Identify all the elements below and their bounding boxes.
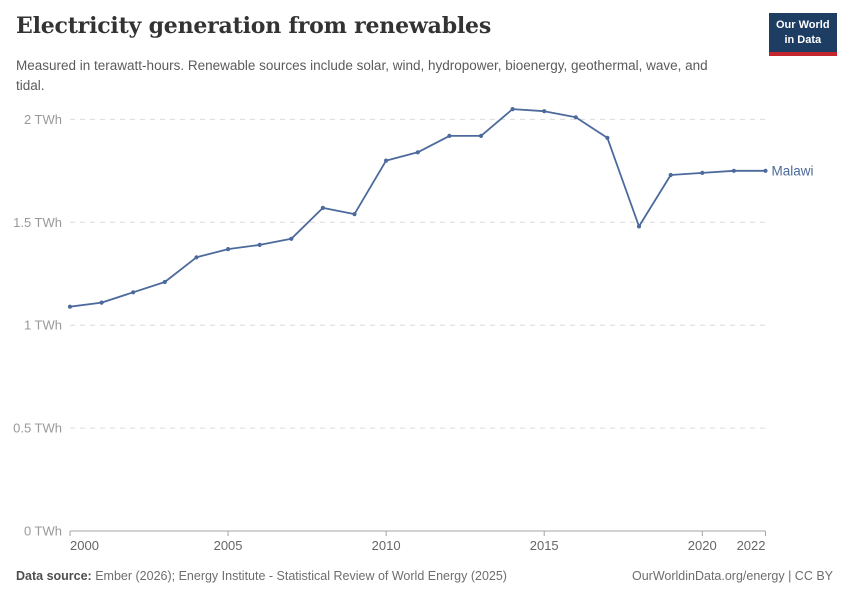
data-point: [605, 135, 610, 140]
data-point: [478, 133, 484, 138]
x-tick-label: 2022: [737, 538, 766, 553]
y-tick-label: 1 TWh: [24, 318, 62, 333]
owid-logo-line2: in Data: [784, 33, 822, 46]
series-label: Malawi: [772, 163, 814, 178]
data-point: [289, 236, 294, 241]
data-point: [99, 300, 104, 305]
data-source-label: Data source:: [16, 569, 92, 583]
data-point: [131, 290, 136, 295]
chart-subtitle: Measured in terawatt-hours. Renewable so…: [16, 58, 708, 93]
owid-logo-line1: Our World: [776, 19, 830, 31]
x-tick-label: 2015: [530, 538, 559, 553]
data-point: [763, 168, 768, 173]
data-point: [352, 212, 357, 217]
y-tick-label: 0 TWh: [24, 524, 62, 539]
x-tick-label: 2005: [214, 538, 243, 553]
data-point: [67, 304, 73, 309]
data-point: [668, 172, 673, 178]
y-tick-label: 0.5 TWh: [13, 421, 62, 436]
data-point: [384, 158, 389, 163]
data-source-note: Data source: Ember (2026); Energy Instit…: [16, 569, 507, 583]
data-point: [636, 224, 642, 229]
owid-logo: Our World in Data: [769, 13, 837, 57]
data-point: [162, 279, 167, 285]
x-tick-label: 2010: [372, 538, 401, 553]
data-point: [194, 255, 199, 260]
series-line: [69, 108, 767, 308]
data-source-text: Ember (2026); Energy Institute - Statist…: [91, 569, 507, 583]
data-point: [415, 150, 420, 155]
chart-svg: 0 TWh 0.5 TWh 1 TWh 1.5 TWh 2 TWh 2000 2005 201…: [13, 107, 814, 553]
x-tick-label: 2000: [70, 538, 99, 553]
data-point: [510, 107, 515, 112]
data-point: [257, 242, 262, 247]
data-point: [226, 247, 231, 252]
page-title: Electricity generation from renewables: [16, 13, 492, 39]
data-point: [731, 168, 737, 173]
y-tick-label: 1.5 TWh: [13, 215, 62, 230]
credit-note: OurWorldinData.org/energy | CC BY: [631, 569, 833, 583]
data-point: [447, 133, 452, 138]
data-point: [700, 170, 705, 175]
data-point: [320, 205, 325, 210]
data-point: [573, 115, 578, 120]
x-tick-label: 2020: [688, 538, 717, 553]
data-point: [542, 109, 547, 114]
y-tick-label: 2 TWh: [24, 112, 62, 127]
